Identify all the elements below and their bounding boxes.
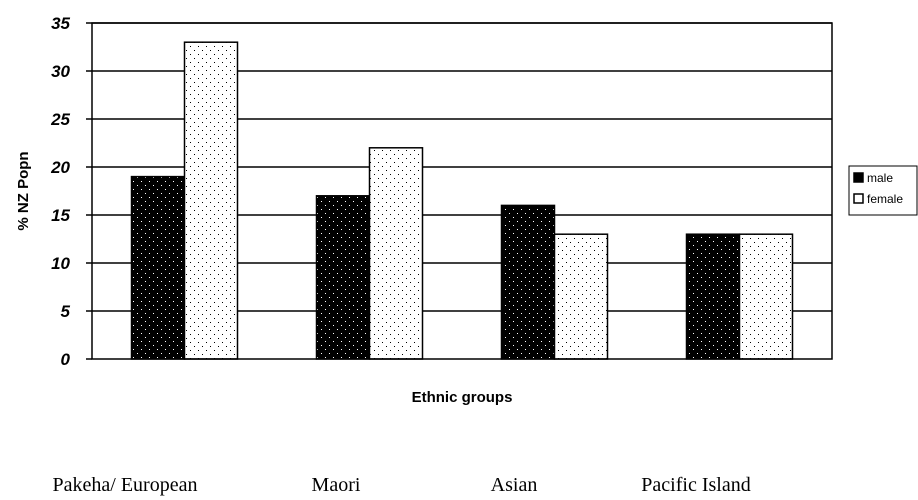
- y-tick-label: 10: [51, 254, 70, 273]
- plot-border: [91, 22, 833, 360]
- y-tick-labels: 0 5 10 15 20 25 30 35: [50, 14, 92, 369]
- axes: [91, 22, 833, 360]
- y-tick-label: 30: [51, 62, 70, 81]
- y-tick-label: 5: [61, 302, 71, 321]
- bar-male: [130, 175, 186, 360]
- legend-label-female: female: [867, 192, 903, 206]
- category-label: Pakeha/ European: [52, 474, 198, 496]
- bar-female: [368, 147, 424, 360]
- y-tick-label: 0: [61, 350, 71, 369]
- y-axis-title: % NZ Popn: [15, 151, 32, 230]
- bar-male: [315, 195, 371, 360]
- bars: [130, 41, 794, 360]
- legend-swatch-male: [853, 172, 864, 183]
- legend-label-male: male: [867, 171, 893, 185]
- x-axis-title: Ethnic groups: [412, 389, 513, 406]
- legend: male female: [848, 165, 918, 216]
- bar-female: [183, 41, 239, 360]
- bar-male: [685, 233, 741, 360]
- bar-female: [738, 233, 794, 360]
- y-tick-label: 35: [51, 14, 70, 33]
- category-label: Asian: [490, 474, 538, 496]
- y-tick-label: 15: [51, 206, 70, 225]
- y-tick-label: 25: [50, 110, 70, 129]
- category-label: Maori: [311, 474, 361, 496]
- bar-female: [553, 233, 609, 360]
- y-tick-label: 20: [50, 158, 70, 177]
- category-label: Pacific Island: [641, 474, 751, 496]
- bar-male: [500, 204, 556, 360]
- legend-swatch-female: [853, 193, 864, 204]
